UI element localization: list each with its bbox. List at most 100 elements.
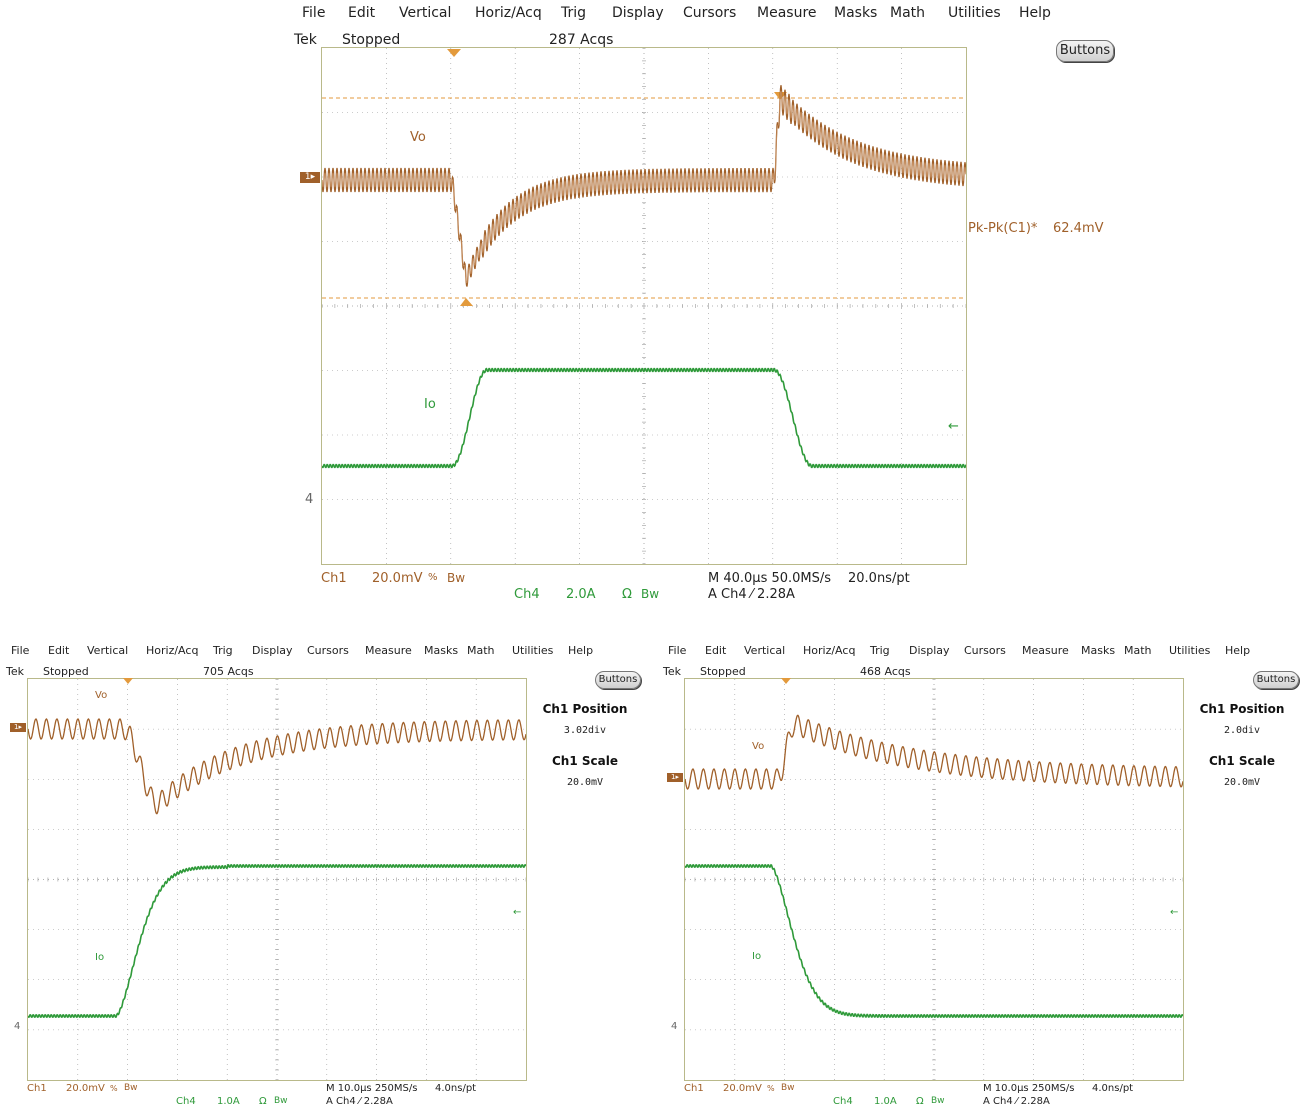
vo-label: Vo	[410, 130, 426, 145]
left-scope-window: File Edit Vertical Horiz/Acq Trig Displa…	[0, 640, 650, 1111]
acq-count: 705 Acqs	[203, 665, 254, 678]
ch1-bandwidth: Bw	[124, 1083, 138, 1093]
trigger-position-marker	[447, 49, 461, 57]
menu-utilities[interactable]: Utilities	[512, 644, 554, 657]
ch1-scale-value: 20.0mV	[1223, 777, 1261, 788]
menu-help[interactable]: Help	[1225, 644, 1251, 657]
menu-horiz-acq[interactable]: Horiz/Acq	[146, 644, 199, 657]
ch4-coupling-icon: Ω	[259, 1096, 267, 1107]
ch1-readout: Ch1	[684, 1083, 704, 1094]
menu-display[interactable]: Display	[909, 644, 950, 657]
menu-math[interactable]: Math	[1124, 644, 1152, 657]
resolution-readout: 4.0ns/pt	[435, 1083, 477, 1094]
right-graticule	[684, 678, 1184, 1081]
menu-edit[interactable]: Edit	[348, 5, 376, 21]
ch1-vo-envelope	[322, 90, 966, 284]
vo-label: Vo	[752, 741, 765, 752]
menu-masks[interactable]: Masks	[1081, 644, 1116, 657]
menu-trig[interactable]: Trig	[213, 644, 233, 657]
ch1-vo-trace	[28, 718, 526, 815]
menu-help[interactable]: Help	[568, 644, 594, 657]
ch1-position-title: Ch1 Position	[1199, 702, 1285, 716]
buttons-button[interactable]: Buttons	[595, 671, 641, 689]
ch4-level-marker: 4	[671, 1021, 678, 1032]
tek-logo: Tek	[663, 665, 681, 678]
menu-masks[interactable]: Masks	[424, 644, 459, 657]
menu-edit[interactable]: Edit	[48, 644, 70, 657]
trigger-position-marker	[781, 678, 791, 684]
menu-help[interactable]: Help	[1019, 5, 1051, 21]
vo-label: Vo	[95, 690, 108, 701]
top-graticule	[321, 47, 967, 565]
right-scope-window: File Edit Vertical Horiz/Acq Trig Displa…	[657, 640, 1304, 1111]
menu-file[interactable]: File	[11, 644, 30, 657]
ch4-bandwidth: Bw	[274, 1096, 288, 1106]
ch1-level-marker: 1▸	[10, 723, 26, 732]
timebase-readout: M 10.0µs 250MS/s	[983, 1083, 1075, 1094]
menu-vertical[interactable]: Vertical	[744, 644, 786, 657]
trigger-readout: A Ch4 ⁄ 2.28A	[326, 1096, 393, 1107]
ch1-scale: 20.0mV	[723, 1083, 762, 1094]
menu-cursors[interactable]: Cursors	[964, 644, 1006, 657]
ch4-io-trace	[685, 863, 1183, 1018]
menu-edit[interactable]: Edit	[705, 644, 727, 657]
ch1-level-marker: 1▸	[667, 773, 683, 782]
menu-display[interactable]: Display	[612, 5, 664, 21]
menu-horiz-acq[interactable]: Horiz/Acq	[803, 644, 856, 657]
menu-measure[interactable]: Measure	[1022, 644, 1069, 657]
menu-vertical[interactable]: Vertical	[87, 644, 129, 657]
top-waveform-plot	[322, 48, 966, 564]
ch1-position-value: 2.0div	[1223, 725, 1261, 736]
io-label: Io	[424, 397, 436, 412]
menu-measure[interactable]: Measure	[757, 5, 817, 21]
ch1-coupling-icon: %	[110, 1084, 118, 1093]
top-scope-window: File Edit Vertical Horiz/Acq Trig Displa…	[294, 5, 1114, 602]
trigger-position-marker	[123, 678, 133, 684]
menu-math[interactable]: Math	[890, 5, 926, 21]
acq-count: 287 Acqs	[549, 32, 614, 48]
ch1-coupling-icon: %	[767, 1084, 775, 1093]
menu-display[interactable]: Display	[252, 644, 293, 657]
trigger-level-arrow: ←	[1170, 907, 1179, 918]
ch1-bandwidth: Bw	[447, 571, 466, 585]
menu-trig[interactable]: Trig	[561, 5, 587, 21]
ch1-scale-value: 20.0mV	[566, 777, 604, 788]
trigger-readout: A Ch4 ⁄ 2.28A	[708, 587, 795, 602]
left-waveform-plot	[28, 679, 526, 1080]
resolution-readout: 20.0ns/pt	[848, 571, 910, 586]
ch1-position-value: 3.02div	[563, 725, 607, 736]
ch1-level-marker: 1▸	[300, 172, 320, 183]
acq-status: Stopped	[43, 665, 89, 678]
menu-file[interactable]: File	[668, 644, 687, 657]
menu-vertical[interactable]: Vertical	[399, 5, 452, 21]
buttons-button[interactable]: Buttons	[1056, 40, 1114, 62]
measurement-label: Pk-Pk(C1)*	[968, 221, 1038, 236]
tek-logo: Tek	[6, 665, 24, 678]
ch1-readout: Ch1	[321, 571, 347, 586]
ch4-bandwidth: Bw	[931, 1096, 945, 1106]
tek-logo: Tek	[294, 32, 317, 48]
ch1-scale: 20.0mV	[372, 571, 423, 586]
ch4-io-trace	[28, 864, 526, 1018]
ch4-scale: 1.0A	[874, 1096, 897, 1107]
menu-measure[interactable]: Measure	[365, 644, 412, 657]
measurement-value: 62.4mV	[1053, 221, 1104, 236]
ch4-scale: 1.0A	[217, 1096, 240, 1107]
menu-horiz-acq[interactable]: Horiz/Acq	[475, 5, 542, 21]
ch4-coupling-icon: Ω	[622, 587, 632, 602]
menu-masks[interactable]: Masks	[834, 5, 878, 21]
ch1-vo-trace	[685, 714, 1183, 790]
menu-cursors[interactable]: Cursors	[683, 5, 737, 21]
ch1-scale-title: Ch1 Scale	[552, 754, 618, 768]
menu-file[interactable]: File	[302, 5, 326, 21]
menu-math[interactable]: Math	[467, 644, 495, 657]
menu-utilities[interactable]: Utilities	[948, 5, 1001, 21]
resolution-readout: 4.0ns/pt	[1092, 1083, 1134, 1094]
ch4-readout: Ch4	[176, 1096, 196, 1107]
menu-trig[interactable]: Trig	[870, 644, 890, 657]
menu-cursors[interactable]: Cursors	[307, 644, 349, 657]
ch4-readout: Ch4	[833, 1096, 853, 1107]
ch4-readout: Ch4	[514, 587, 540, 602]
buttons-button[interactable]: Buttons	[1253, 671, 1299, 689]
menu-utilities[interactable]: Utilities	[1169, 644, 1211, 657]
